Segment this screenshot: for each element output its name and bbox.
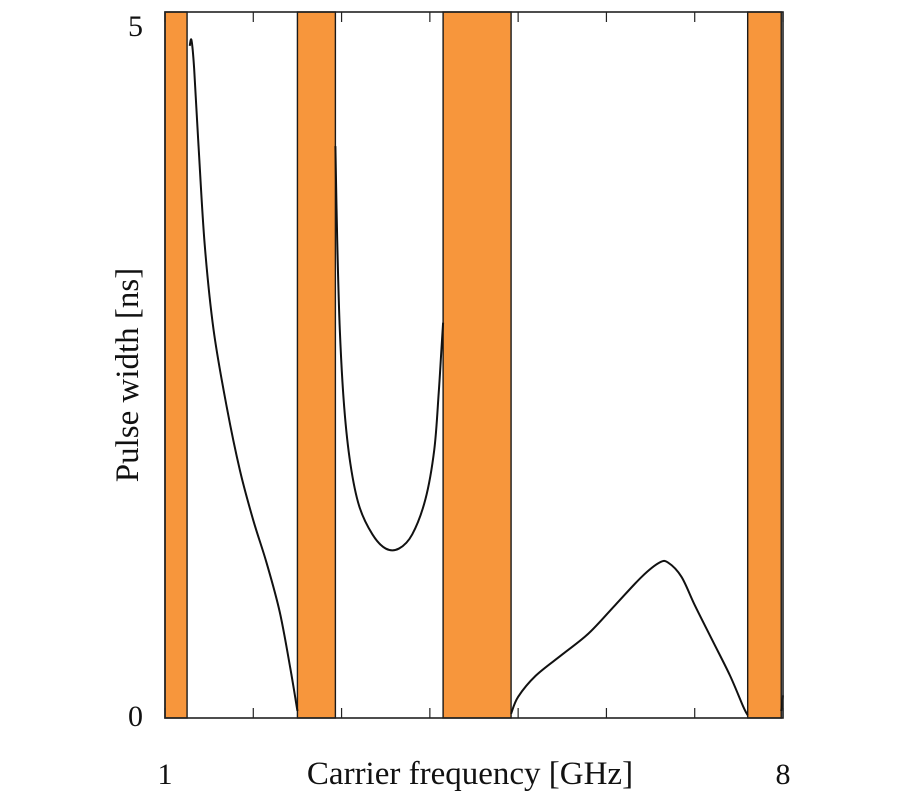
stopband-2 bbox=[296, 11, 337, 719]
tick-marks bbox=[164, 12, 784, 718]
curve-segment-3 bbox=[510, 559, 749, 716]
x-tick-label-min: 1 bbox=[158, 758, 173, 791]
stopband-1 bbox=[164, 11, 188, 719]
x-tick-label-max: 8 bbox=[776, 758, 791, 791]
curve-layer bbox=[188, 38, 784, 716]
curve-segment-2 bbox=[334, 146, 445, 552]
curve-segment-1 bbox=[188, 38, 299, 712]
y-tick-label-max: 5 bbox=[128, 10, 143, 43]
stopband-4 bbox=[746, 11, 782, 719]
plot-frame bbox=[164, 11, 784, 719]
y-tick-label-min: 0 bbox=[128, 700, 143, 733]
x-axis-label: Carrier frequency [GHz] bbox=[307, 756, 633, 792]
stopband-3 bbox=[442, 11, 512, 719]
y-axis-label: Pulse width [ns] bbox=[110, 268, 146, 483]
stopband-layer bbox=[164, 11, 782, 719]
